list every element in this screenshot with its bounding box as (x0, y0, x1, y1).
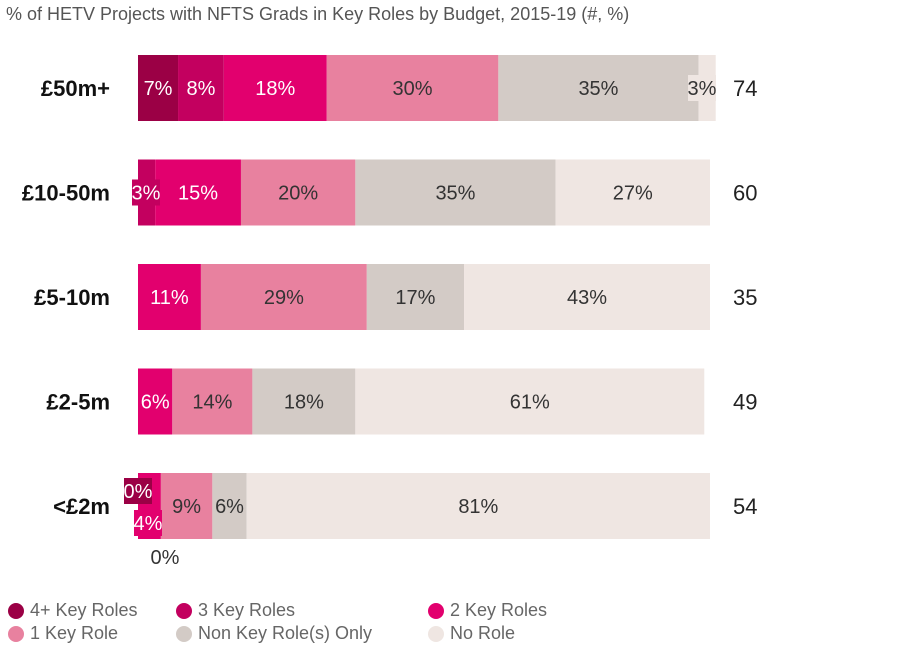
data-label: 35% (578, 78, 618, 100)
legend-swatch (176, 625, 192, 642)
data-label: 7% (144, 78, 173, 100)
legend-item: 3 Key Roles (176, 600, 295, 621)
data-label: 18% (255, 78, 295, 100)
data-label: 9% (172, 496, 201, 518)
legend-item: 4+ Key Roles (8, 600, 138, 621)
data-label: 81% (458, 496, 498, 518)
bar-segment (160, 473, 213, 539)
bar-segment (464, 264, 710, 330)
legend-item: 1 Key Role (8, 623, 118, 644)
data-label: 0% (124, 481, 153, 503)
data-label: 4% (134, 513, 163, 535)
legend-item: 2 Key Roles (428, 600, 547, 621)
legend-label: 2 Key Roles (450, 600, 548, 620)
bar-segment (200, 264, 367, 330)
data-label: 61% (510, 392, 550, 414)
data-label: 3% (132, 183, 161, 205)
bar-segment (178, 55, 224, 121)
data-label-box (124, 478, 152, 504)
data-label: 3% (688, 78, 717, 100)
total-count: 54 (733, 494, 757, 519)
data-label-box (132, 179, 160, 206)
bar-segment (138, 368, 173, 435)
bar-segment (138, 55, 179, 121)
legend-label: Non Key Role(s) Only (198, 623, 373, 643)
bar-segment (498, 55, 699, 121)
bar-segment (326, 55, 499, 121)
chart-title: % of HETV Projects with NFTS Grads in Ke… (6, 4, 630, 24)
data-label: 8% (186, 78, 215, 100)
total-count: 60 (733, 181, 757, 206)
legend-label: No Role (450, 623, 516, 643)
bar-segment (355, 368, 705, 435)
stacked-bar-chart: £50m+ 7% 8% 18% 30% 35% 3% 74 £10-50m 15% 20% 35% 27… (22, 55, 757, 569)
data-label: 15% (178, 183, 218, 205)
legend-swatch (176, 602, 192, 619)
bar-segment (355, 159, 556, 226)
data-label: 6% (215, 496, 244, 518)
bar-segment (366, 264, 465, 330)
data-label-box (688, 75, 716, 101)
total-count: 74 (733, 76, 757, 101)
data-label: 0% (151, 547, 180, 569)
legend-label: 4+ Key Roles (30, 600, 138, 620)
data-label: 27% (613, 183, 653, 205)
category-label: £10-50m (22, 181, 110, 206)
category-label: £2-5m (46, 390, 110, 415)
legend-swatch (428, 625, 444, 642)
data-label: 29% (264, 287, 304, 309)
data-label: 20% (278, 183, 318, 205)
bar-segment (155, 159, 241, 226)
category-label: £5-10m (34, 285, 110, 310)
data-label: 35% (435, 183, 475, 205)
bar-segment (212, 473, 247, 539)
data-label: 17% (395, 287, 435, 309)
legend-swatch (8, 602, 24, 619)
legend-swatch (8, 625, 24, 642)
data-label: 11% (150, 287, 189, 309)
category-label: <£2m (53, 494, 110, 519)
data-label: 18% (284, 392, 324, 414)
bar-segment (252, 368, 356, 435)
bar-segment (555, 159, 710, 226)
legend-swatch (428, 602, 444, 619)
chart-legend: 4+ Key Roles 3 Key Roles 2 Key Roles 1 Key … (8, 600, 888, 646)
bar-segment (172, 368, 253, 435)
legend-item: No Role (428, 623, 515, 644)
bar-segment (240, 159, 356, 226)
legend-label: 3 Key Roles (198, 600, 296, 620)
legend-label: 1 Key Role (30, 623, 119, 643)
bar-segment (246, 473, 710, 539)
bar-segment (138, 264, 201, 330)
data-label-box (134, 510, 162, 536)
bar-segment (223, 55, 327, 121)
data-label: 14% (192, 392, 232, 414)
total-count: 35 (733, 285, 757, 310)
total-count: 49 (733, 390, 757, 415)
legend-item: Non Key Role(s) Only (176, 623, 372, 644)
data-label: 6% (141, 392, 170, 414)
category-label: £50m+ (41, 76, 110, 101)
data-label: 43% (567, 287, 607, 309)
data-label: 30% (393, 78, 433, 100)
